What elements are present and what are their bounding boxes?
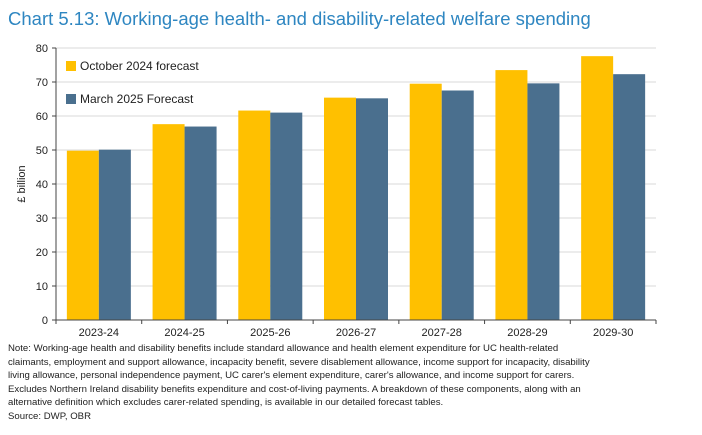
x-tick-label: 2029-30 — [593, 327, 633, 339]
y-tick-label: 0 — [42, 315, 48, 327]
source-line: Source: DWP, OBR — [8, 410, 91, 422]
y-tick-label: 30 — [36, 213, 48, 225]
legend-swatch — [66, 94, 76, 104]
chart-title: Chart 5.13: Working-age health- and disa… — [8, 8, 591, 29]
x-tick-label: 2024-25 — [164, 327, 204, 339]
y-axis-label: £ billion — [16, 165, 28, 202]
bar-october-2024 — [495, 70, 528, 320]
bar-october-2024 — [409, 83, 442, 320]
note-line: Note: Working-age health and disability … — [8, 343, 559, 354]
x-tick-label: 2027-28 — [422, 327, 462, 339]
x-tick-label: 2026-27 — [336, 327, 376, 339]
y-tick-label: 60 — [36, 111, 48, 123]
x-tick-label: 2023-24 — [79, 327, 119, 339]
y-tick-label: 80 — [36, 43, 48, 55]
legend-label: October 2024 forecast — [80, 59, 199, 73]
y-tick-label: 70 — [36, 77, 48, 89]
y-tick-label: 40 — [36, 179, 48, 191]
bar-march-2025 — [270, 112, 303, 320]
bar-october-2024 — [152, 124, 185, 320]
note-line: Excludes Northern Ireland disability ben… — [8, 383, 581, 395]
y-tick-label: 20 — [36, 247, 48, 259]
x-tick-label: 2025-26 — [250, 327, 290, 339]
bar-march-2025 — [441, 90, 474, 320]
bar-october-2024 — [581, 56, 614, 320]
x-tick-label: 2028-29 — [507, 327, 547, 339]
bar-march-2025 — [98, 149, 131, 320]
note-line: living allowance, personal independence … — [8, 370, 575, 382]
bar-chart: 0 10 20 30 40 50 60 70 80 2023-24 2024-25 2025-26 20… — [16, 43, 657, 339]
bar-october-2024 — [324, 97, 356, 320]
y-tick-label: 50 — [36, 145, 48, 157]
y-tick-label: 10 — [36, 281, 48, 293]
bar-october-2024 — [66, 150, 99, 320]
chart-notes: Note: Working-age health and disability … — [8, 342, 698, 424]
legend-swatch — [66, 61, 76, 71]
bar-march-2025 — [184, 126, 217, 320]
bar-march-2025 — [613, 74, 646, 321]
bar-march-2025 — [356, 98, 388, 320]
bar-march-2025 — [527, 83, 560, 320]
legend-label: March 2025 Forecast — [80, 92, 194, 106]
note-line: alternative definition which excludes ca… — [8, 397, 444, 409]
bar-october-2024 — [238, 110, 271, 320]
note-line: claimants, employment and support allowa… — [8, 356, 590, 368]
